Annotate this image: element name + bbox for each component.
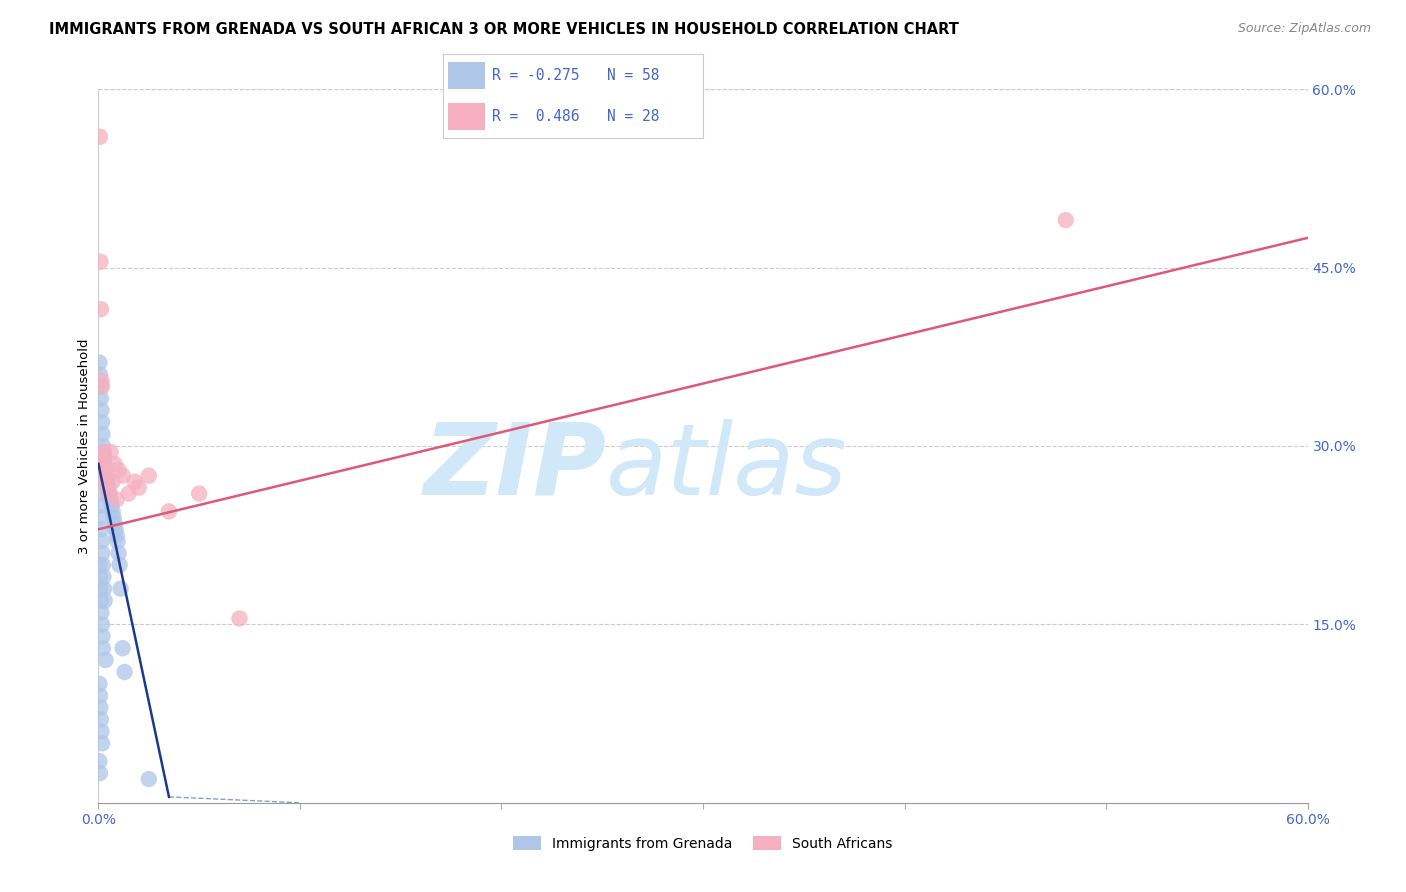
Point [90, 522, 112, 536]
Point [90, 534, 112, 549]
Point [90, 713, 112, 727]
Point [91, 617, 114, 632]
Point [100, 445, 122, 459]
Point [97, 486, 120, 500]
Point [90, 302, 112, 317]
Point [128, 481, 150, 495]
Point [90, 403, 112, 417]
Point [91, 736, 114, 750]
Point [93, 445, 115, 459]
Point [96, 481, 118, 495]
Point [93, 463, 115, 477]
Point [110, 582, 132, 596]
Point [104, 522, 127, 536]
Point [93, 582, 115, 596]
Point [108, 558, 131, 572]
Point [93, 457, 115, 471]
Point [93, 450, 115, 465]
Point [94, 463, 117, 477]
Text: ZIP: ZIP [423, 419, 606, 516]
Point [1054, 213, 1077, 227]
Point [107, 546, 129, 560]
Point [103, 510, 125, 524]
Point [90, 374, 112, 388]
Point [91, 641, 114, 656]
Y-axis label: 3 or more Vehicles in Household: 3 or more Vehicles in Household [79, 338, 91, 554]
Point [101, 475, 124, 489]
Point [89, 129, 111, 144]
Point [114, 665, 136, 679]
Point [89, 379, 111, 393]
Point [90, 724, 112, 739]
Point [105, 528, 128, 542]
Point [111, 468, 134, 483]
Text: IMMIGRANTS FROM GRENADA VS SOUTH AFRICAN 3 OR MORE VEHICLES IN HOUSEHOLD CORRELA: IMMIGRANTS FROM GRENADA VS SOUTH AFRICAN… [49, 22, 959, 37]
Legend: Immigrants from Grenada, South Africans: Immigrants from Grenada, South Africans [508, 830, 898, 856]
Point [89, 582, 111, 596]
Point [90, 392, 112, 406]
Point [90, 593, 112, 607]
Point [91, 629, 114, 643]
Text: R = -0.275: R = -0.275 [492, 68, 579, 83]
Point [100, 492, 122, 507]
Text: atlas: atlas [606, 419, 848, 516]
Point [138, 468, 160, 483]
Point [94, 468, 117, 483]
Point [96, 475, 118, 489]
Text: Source: ZipAtlas.com: Source: ZipAtlas.com [1237, 22, 1371, 36]
Point [96, 475, 118, 489]
Point [89, 677, 111, 691]
Point [94, 653, 117, 667]
Point [89, 754, 111, 768]
Point [103, 457, 125, 471]
Point [157, 504, 180, 518]
Point [89, 570, 111, 584]
Point [91, 457, 114, 471]
Point [91, 546, 114, 560]
Point [89, 558, 111, 572]
Point [100, 499, 122, 513]
Point [89, 368, 111, 382]
Point [91, 450, 114, 465]
Point [105, 492, 128, 507]
Point [91, 427, 114, 442]
Point [93, 463, 115, 477]
Point [93, 445, 115, 459]
Point [91, 415, 114, 429]
Point [90, 606, 112, 620]
Point [89, 356, 111, 370]
Point [228, 611, 250, 625]
Point [111, 641, 134, 656]
Point [91, 379, 114, 393]
Point [98, 486, 121, 500]
Point [93, 593, 115, 607]
Point [118, 486, 141, 500]
Point [124, 475, 146, 489]
Point [89, 254, 111, 268]
Point [89, 510, 111, 524]
Point [103, 516, 125, 531]
Bar [449, 103, 485, 130]
Point [89, 499, 111, 513]
Point [107, 463, 129, 477]
Text: N = 58: N = 58 [607, 68, 659, 83]
Bar [449, 62, 485, 89]
Point [96, 475, 118, 489]
Point [97, 481, 120, 495]
Point [94, 468, 117, 483]
Point [91, 558, 114, 572]
Point [93, 570, 115, 584]
Point [89, 689, 111, 703]
Point [107, 534, 129, 549]
Point [89, 700, 111, 714]
Point [89, 766, 111, 780]
Text: N = 28: N = 28 [607, 109, 659, 124]
Point [138, 772, 160, 786]
Text: R =  0.486: R = 0.486 [492, 109, 579, 124]
Point [188, 486, 211, 500]
Point [91, 439, 114, 453]
Point [101, 504, 124, 518]
Point [89, 486, 111, 500]
